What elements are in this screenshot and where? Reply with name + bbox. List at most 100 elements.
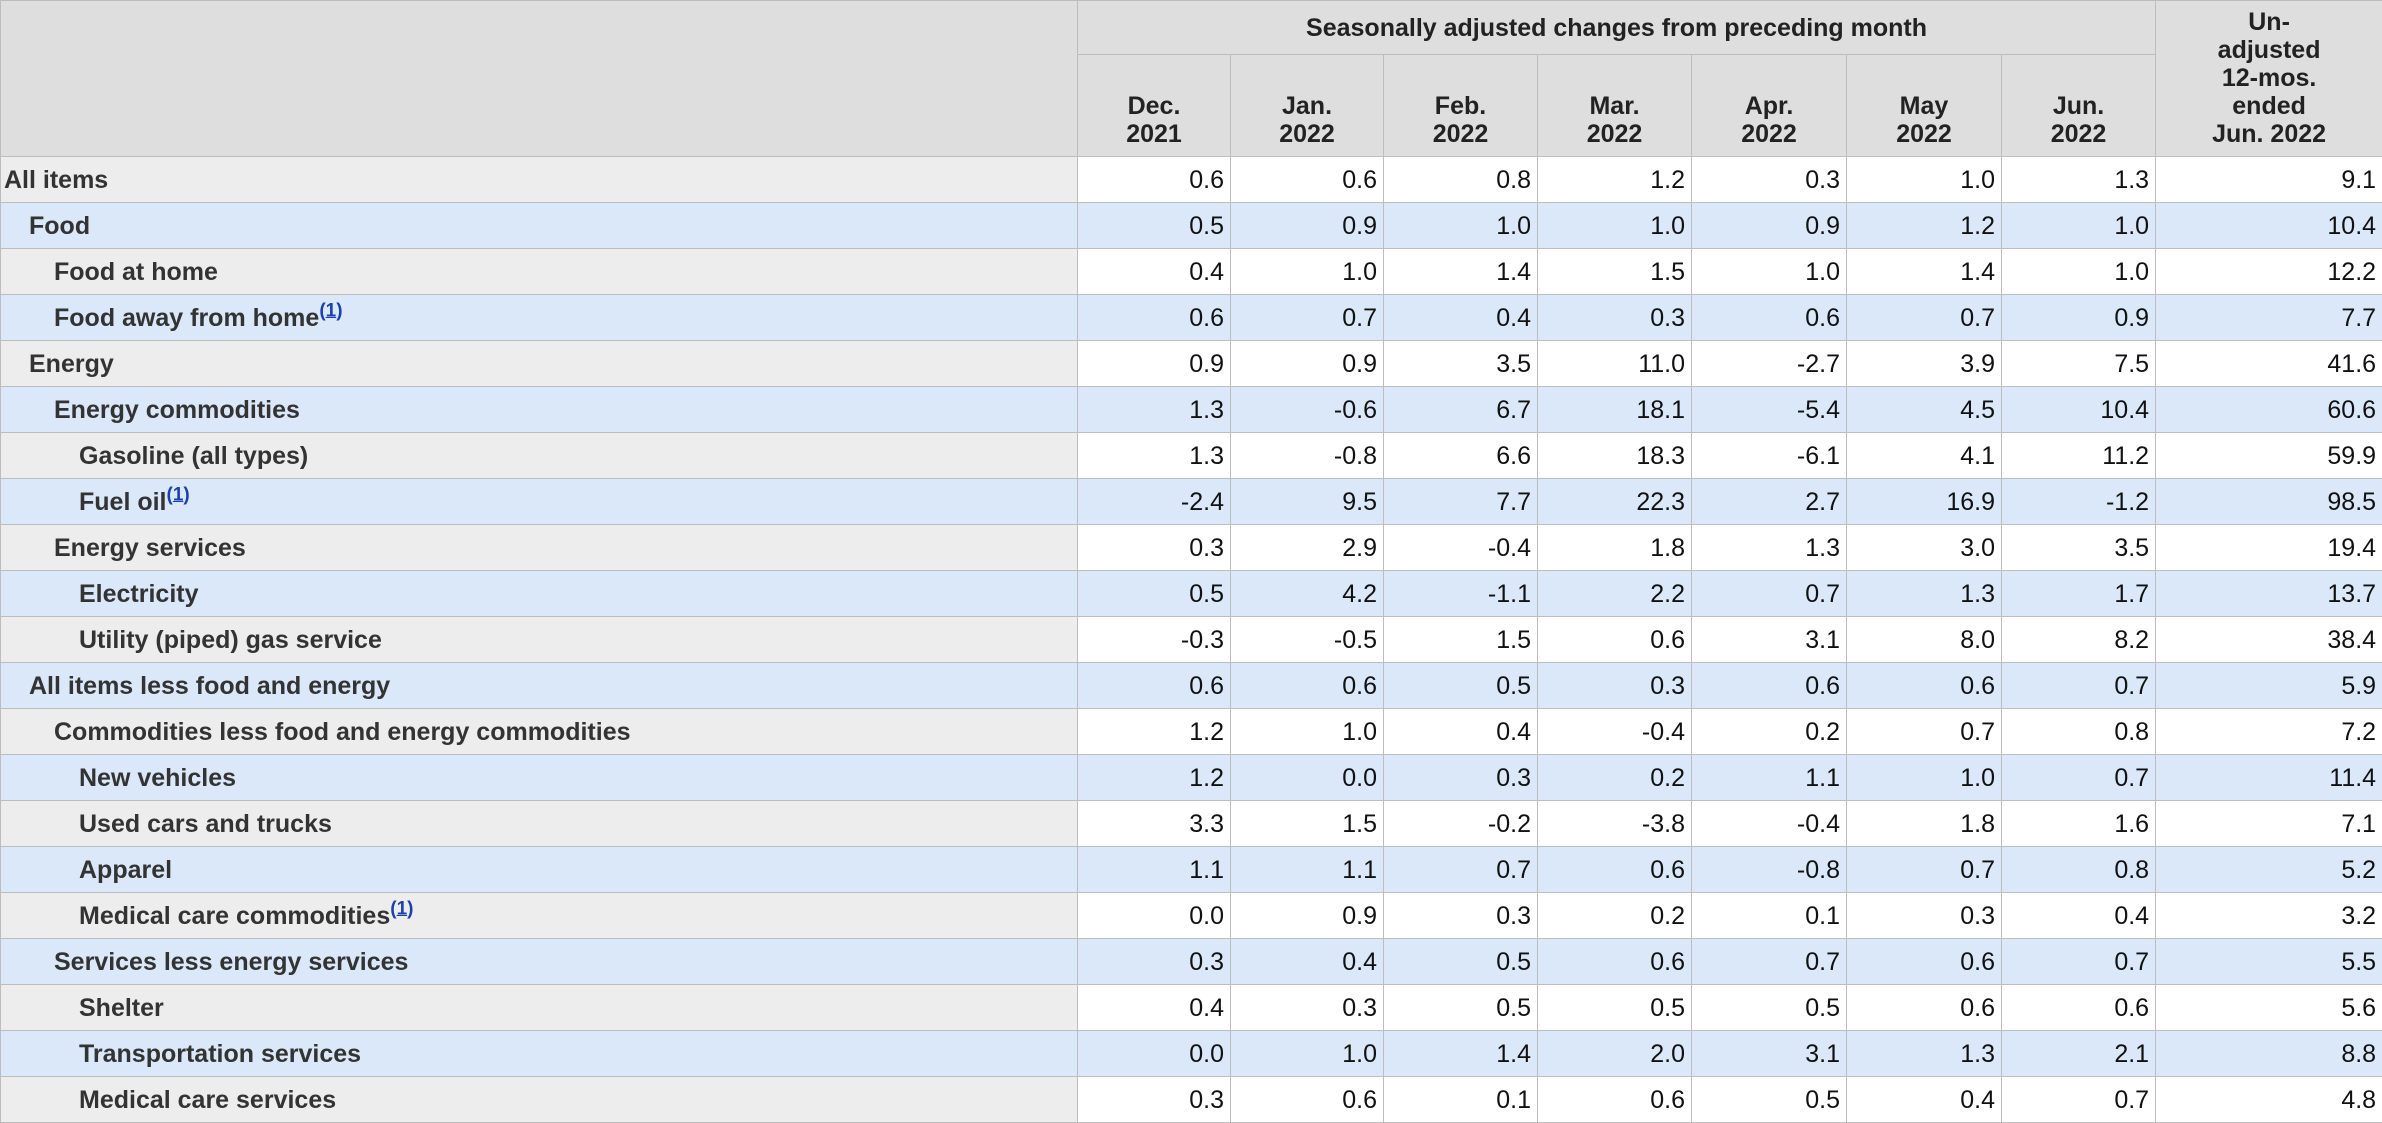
monthly-change-cell: 1.3 [2002,157,2156,203]
row-label-text: Shelter [79,994,164,1022]
row-label: Medical care services [1,1077,1078,1123]
monthly-change-cell: 0.6 [1538,617,1692,663]
unadjusted-line: Jun. 2022 [2212,120,2326,148]
row-label: Food away from home(1) [1,295,1078,341]
unadjusted-header: Un- adjusted 12-mos. ended Jun. 2022 [2156,1,2382,157]
month-header: Jan.2022 [1231,55,1384,157]
row-label-text: Food [29,212,90,240]
unadjusted-line: Un- [2248,8,2290,36]
monthly-change-cell: 1.0 [1231,1031,1384,1077]
monthly-change-cell: 0.4 [1078,249,1231,295]
month-year: 2021 [1126,120,1182,148]
row-label-text: Energy [29,350,114,378]
monthly-change-cell: 0.7 [1847,295,2002,341]
monthly-change-cell: 0.8 [2002,847,2156,893]
monthly-change-cell: 0.6 [1078,663,1231,709]
unadjusted-value-cell: 7.2 [2156,709,2382,755]
month-header: Feb.2022 [1384,55,1538,157]
monthly-change-cell: 1.4 [1384,249,1538,295]
monthly-change-cell: 0.8 [2002,709,2156,755]
unadjusted-value-cell: 12.2 [2156,249,2382,295]
unadjusted-value-cell: 13.7 [2156,571,2382,617]
unadjusted-value-cell: 9.1 [2156,157,2382,203]
monthly-change-cell: 1.4 [1384,1031,1538,1077]
monthly-change-cell: 2.7 [1692,479,1847,525]
monthly-change-cell: 0.6 [1078,157,1231,203]
unadjusted-value-cell: 5.9 [2156,663,2382,709]
monthly-change-cell: 1.2 [1078,709,1231,755]
monthly-change-cell: 0.4 [1847,1077,2002,1123]
monthly-change-cell: 9.5 [1231,479,1384,525]
monthly-change-cell: 0.1 [1692,893,1847,939]
monthly-change-cell: -0.3 [1078,617,1231,663]
monthly-change-cell: 0.6 [1538,939,1692,985]
monthly-change-cell: 1.0 [1231,249,1384,295]
monthly-change-cell: 0.5 [1078,203,1231,249]
monthly-change-cell: 18.1 [1538,387,1692,433]
row-label: All items less food and energy [1,663,1078,709]
month-year: 2022 [1587,120,1643,148]
monthly-change-cell: 0.6 [1847,663,2002,709]
monthly-change-cell: 1.0 [1847,157,2002,203]
monthly-change-cell: 0.4 [1384,709,1538,755]
header-row-group: Seasonally adjusted changes from precedi… [1,1,2382,55]
row-label: Energy commodities [1,387,1078,433]
monthly-change-cell: 1.7 [2002,571,2156,617]
row-label-text: Electricity [79,580,199,608]
monthly-change-cell: 4.5 [1847,387,2002,433]
monthly-change-cell: 0.4 [2002,893,2156,939]
monthly-change-cell: 1.5 [1538,249,1692,295]
monthly-change-cell: 0.6 [1538,847,1692,893]
monthly-change-cell: 0.3 [1538,295,1692,341]
row-label: All items [1,157,1078,203]
monthly-change-cell: 1.5 [1231,801,1384,847]
unadjusted-value-cell: 4.8 [2156,1077,2382,1123]
row-label-header [1,1,1078,157]
monthly-change-cell: 0.0 [1078,893,1231,939]
monthly-change-cell: 0.4 [1231,939,1384,985]
unadjusted-value-cell: 5.5 [2156,939,2382,985]
table-row: Commodities less food and energy commodi… [1,709,2382,755]
monthly-change-cell: 0.9 [1078,341,1231,387]
monthly-change-cell: 0.3 [1231,985,1384,1031]
monthly-change-cell: -0.8 [1231,433,1384,479]
monthly-change-cell: 0.5 [1384,663,1538,709]
row-label-text: Food away from home [54,304,319,332]
row-label-text: Services less energy services [54,948,408,976]
monthly-change-cell: 0.6 [1078,295,1231,341]
row-label: Energy services [1,525,1078,571]
row-label-text: Gasoline (all types) [79,442,308,470]
monthly-change-cell: 0.7 [2002,663,2156,709]
monthly-change-cell: -0.4 [1538,709,1692,755]
monthly-change-cell: -5.4 [1692,387,1847,433]
monthly-change-cell: 1.0 [2002,203,2156,249]
monthly-change-cell: 4.2 [1231,571,1384,617]
footnote-link[interactable]: 1 [397,898,408,919]
row-label: Gasoline (all types) [1,433,1078,479]
monthly-change-cell: 1.6 [2002,801,2156,847]
row-label-text: Energy services [54,534,246,562]
row-label-text: New vehicles [79,764,236,792]
monthly-change-cell: 1.0 [1538,203,1692,249]
monthly-change-cell: 0.4 [1384,295,1538,341]
monthly-change-cell: 1.3 [1847,1031,2002,1077]
row-label-text: Used cars and trucks [79,810,332,838]
monthly-change-cell: 0.6 [1847,939,2002,985]
monthly-change-cell: 0.3 [1692,157,1847,203]
month-year: 2022 [1741,120,1797,148]
monthly-change-cell: 0.6 [1231,157,1384,203]
row-label-text: Transportation services [79,1040,361,1068]
footnote-link[interactable]: 1 [326,300,337,321]
footnote-link[interactable]: 1 [173,484,184,505]
monthly-change-cell: 0.6 [1231,663,1384,709]
monthly-change-cell: 0.7 [1692,939,1847,985]
monthly-change-cell: -1.1 [1384,571,1538,617]
row-label: Apparel [1,847,1078,893]
monthly-change-cell: -0.5 [1231,617,1384,663]
monthly-change-cell: 0.5 [1692,1077,1847,1123]
